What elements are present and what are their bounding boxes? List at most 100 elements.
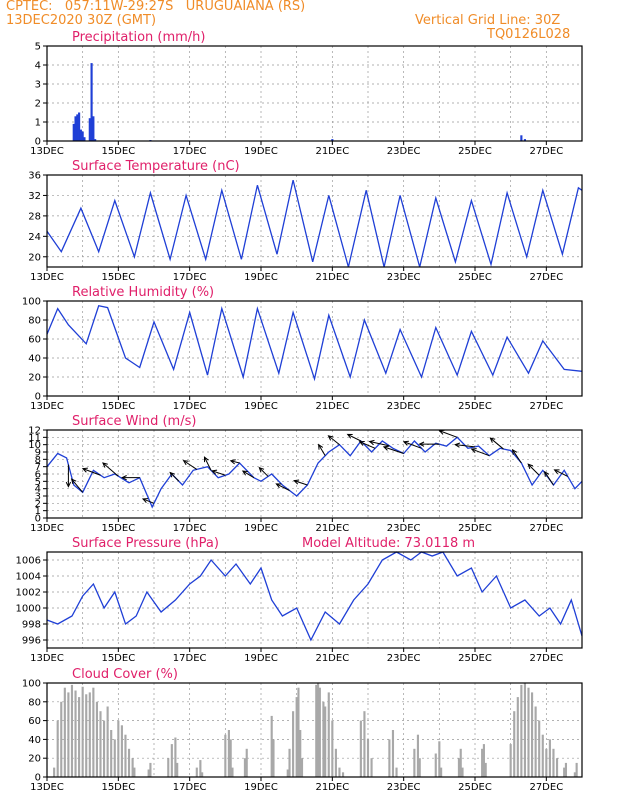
wind-arrow-head bbox=[70, 478, 77, 485]
cloud-bar bbox=[440, 767, 443, 777]
panel-3: 0 20 40 60 80 100 13DEC 15DEC 17DEC 19DEC 21DEC 23D… bbox=[22, 285, 583, 412]
wind-arrow-shaft bbox=[183, 460, 198, 470]
y-tick-label: 9 bbox=[35, 448, 41, 459]
wind-arrow-shaft bbox=[294, 480, 308, 486]
cloud-bar bbox=[74, 690, 77, 777]
wind-arrow-head bbox=[368, 439, 375, 445]
wind-arrow bbox=[553, 469, 568, 477]
series-line bbox=[46, 305, 583, 382]
wind-arrow-shaft bbox=[169, 472, 180, 482]
x-tick-label: 17DEC bbox=[173, 653, 207, 664]
wind-arrow-shaft bbox=[204, 456, 212, 471]
cloud-bar bbox=[391, 730, 395, 777]
y-tick-label: 40 bbox=[28, 354, 41, 365]
wind-arrow-head bbox=[402, 440, 409, 446]
x-tick-label: 15DEC bbox=[101, 653, 135, 664]
cloud-bar bbox=[85, 694, 88, 777]
x-tick-label: 27DEC bbox=[529, 401, 563, 412]
y-tick-label: 32 bbox=[28, 191, 41, 202]
cloud-bar bbox=[70, 684, 74, 777]
cloud-bar bbox=[327, 692, 330, 777]
cloud-bar bbox=[438, 741, 441, 777]
y-tick-label: 40 bbox=[28, 735, 41, 746]
wind-arrow-shaft bbox=[328, 435, 340, 446]
wind-arrow-head bbox=[346, 433, 353, 439]
wind-arrow-shaft bbox=[471, 448, 490, 457]
cloud-bar bbox=[331, 720, 334, 777]
x-tick-label: 21DEC bbox=[315, 653, 349, 664]
cloud-bar bbox=[363, 711, 366, 777]
wind-arrow bbox=[203, 456, 212, 471]
wind-arrow bbox=[489, 437, 504, 450]
y-tick-label: 80 bbox=[28, 697, 41, 708]
y-tick-label: 0 bbox=[35, 392, 41, 403]
cloud-bar bbox=[99, 711, 102, 777]
x-tick-label: 19DEC bbox=[244, 653, 278, 664]
wind-arrow-head bbox=[470, 448, 477, 454]
cloud-bar bbox=[395, 767, 398, 777]
cloud-bar bbox=[457, 758, 461, 777]
cloud-bar bbox=[292, 711, 295, 777]
x-tick-label: 13DEC bbox=[30, 653, 64, 664]
precip-bar bbox=[76, 114, 79, 141]
cloud-bar bbox=[538, 720, 541, 777]
series-line bbox=[46, 179, 583, 268]
cloud-bar bbox=[322, 701, 325, 777]
y-tick-label: 1 bbox=[35, 118, 41, 129]
y-tick-label: 0 bbox=[35, 773, 41, 784]
y-tick-label: 1006 bbox=[16, 556, 41, 567]
y-tick-label: 24 bbox=[28, 232, 41, 243]
cloud-bar bbox=[201, 772, 204, 777]
wind-arrow-head bbox=[241, 470, 248, 476]
wind-arrow-shaft bbox=[383, 446, 404, 454]
header-model-id: TQ0126L028 bbox=[487, 27, 571, 42]
cloud-bar bbox=[418, 758, 421, 777]
cloud-bar bbox=[564, 762, 568, 777]
wind-arrow-head bbox=[382, 445, 389, 451]
cloud-bar bbox=[231, 767, 234, 777]
wind-arrow bbox=[141, 498, 155, 504]
cloud-bar bbox=[106, 706, 109, 777]
panel-frame bbox=[46, 174, 583, 268]
x-tick-label: 27DEC bbox=[529, 653, 563, 664]
cloud-bar bbox=[288, 748, 291, 777]
header-grid-line: Vertical Grid Line: 30Z bbox=[415, 13, 561, 28]
cloud-bar bbox=[229, 739, 232, 777]
y-tick-label: 10 bbox=[28, 440, 41, 451]
cloud-bar bbox=[245, 748, 248, 777]
wind-arrow bbox=[346, 433, 362, 442]
precip-bar bbox=[72, 123, 75, 141]
cloud-bar bbox=[170, 744, 173, 777]
x-tick-label: 23DEC bbox=[387, 523, 421, 534]
wind-arrow bbox=[318, 443, 326, 456]
wind-arrow bbox=[418, 441, 440, 447]
y-tick-label: 1 bbox=[35, 506, 41, 517]
wind-arrow-head bbox=[182, 459, 189, 466]
cloud-bar bbox=[481, 748, 484, 777]
wind-arrow bbox=[70, 478, 84, 493]
wind-arrow-shaft bbox=[439, 430, 458, 438]
wind-arrow-head bbox=[511, 448, 518, 455]
cloud-bar bbox=[573, 772, 576, 777]
precip-bar bbox=[83, 137, 86, 141]
wind-arrow bbox=[327, 435, 340, 446]
x-tick-label: 13DEC bbox=[30, 782, 64, 793]
cloud-bar bbox=[509, 744, 512, 777]
precip-bar bbox=[523, 139, 527, 141]
cloud-bar bbox=[434, 753, 437, 777]
x-tick-label: 15DEC bbox=[101, 782, 135, 793]
cloud-bar bbox=[88, 692, 91, 777]
y-tick-label: 4 bbox=[35, 61, 41, 72]
panel-title: Relative Humidity (%) bbox=[72, 285, 214, 300]
y-tick-label: 80 bbox=[28, 316, 41, 327]
y-tick-label: 28 bbox=[28, 211, 41, 222]
cloud-bar bbox=[131, 758, 134, 777]
y-tick-label: 1000 bbox=[16, 604, 41, 615]
wind-arrow-head bbox=[418, 441, 425, 447]
x-tick-label: 17DEC bbox=[173, 523, 207, 534]
x-tick-label: 13DEC bbox=[30, 146, 64, 157]
wind-arrow-head bbox=[81, 467, 88, 473]
wind-arrow-shaft bbox=[318, 444, 326, 456]
wind-arrow bbox=[454, 442, 476, 448]
